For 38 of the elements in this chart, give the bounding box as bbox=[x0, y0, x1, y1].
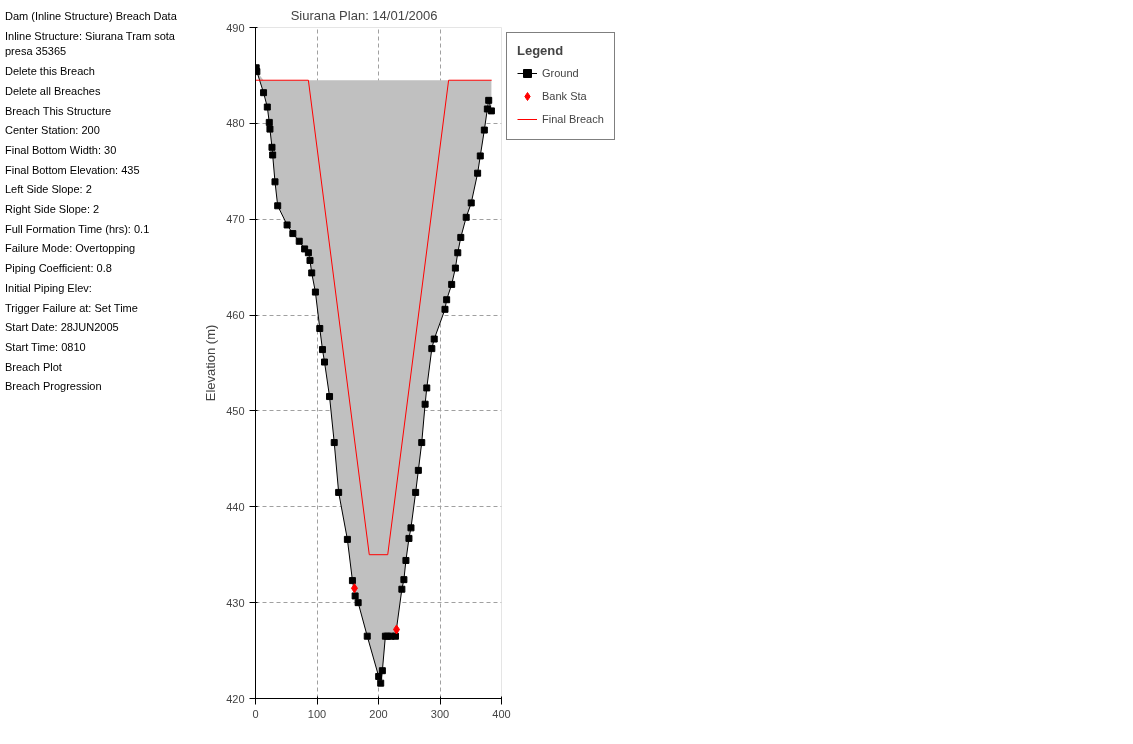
text: Final Bottom Elevation: 435 bbox=[5, 162, 141, 178]
text: Delete all Breaches bbox=[5, 83, 102, 99]
text: Piping Coefficient: 0.8 bbox=[5, 261, 113, 277]
x-tick-label: 300 bbox=[430, 707, 450, 720]
y-tick-label: 440 bbox=[226, 500, 245, 513]
text: Breach Progression bbox=[5, 379, 103, 395]
text: Trigger Failure at: Set Time bbox=[5, 300, 139, 316]
legend-label: Bank Sta bbox=[542, 90, 588, 102]
x-tick-label: 0 bbox=[252, 707, 259, 720]
text: Right Side Slope: 2 bbox=[5, 202, 101, 218]
y-tick-label: 450 bbox=[226, 404, 245, 417]
x-tick-label: 400 bbox=[492, 707, 511, 720]
y-tick-label: 490 bbox=[226, 21, 245, 34]
text: Start Time: 0810 bbox=[5, 339, 87, 355]
y-tick-label: 460 bbox=[226, 309, 245, 322]
text: Start Date: 28JUN2005 bbox=[5, 320, 120, 336]
y-tick-label: 470 bbox=[226, 213, 245, 226]
x-tick-label: 100 bbox=[307, 707, 327, 720]
text: Left Side Slope: 2 bbox=[5, 182, 93, 198]
text: Initial Piping Elev: bbox=[5, 280, 93, 296]
text: Final Bottom Width: 30 bbox=[5, 142, 118, 158]
chart-title: Siurana Plan: 14/01/2006 bbox=[290, 7, 438, 23]
legend-title: Legend bbox=[517, 43, 565, 58]
text: Failure Mode: Overtopping bbox=[5, 241, 137, 257]
legend-label: Final Breach bbox=[542, 113, 604, 125]
y-tick-label: 480 bbox=[226, 117, 245, 130]
text: Delete this Breach bbox=[5, 64, 96, 80]
text: Breach This Structure bbox=[5, 103, 113, 119]
text: Inline Structure: Siurana Tram sota presa 35365 bbox=[5, 28, 176, 60]
x-tick-label: 200 bbox=[369, 707, 388, 720]
y-tick-label: 420 bbox=[226, 692, 245, 705]
legend-label: Ground bbox=[542, 67, 580, 79]
text: Breach Plot bbox=[5, 359, 63, 375]
text: Dam (Inline Structure) Breach Data bbox=[5, 9, 178, 24]
y-tick-label: 430 bbox=[226, 596, 245, 609]
text: Center Station: 200 bbox=[5, 123, 101, 139]
y-axis-title: Elevation (m) bbox=[203, 324, 219, 402]
text: Full Formation Time (hrs): 0.1 bbox=[5, 221, 151, 237]
